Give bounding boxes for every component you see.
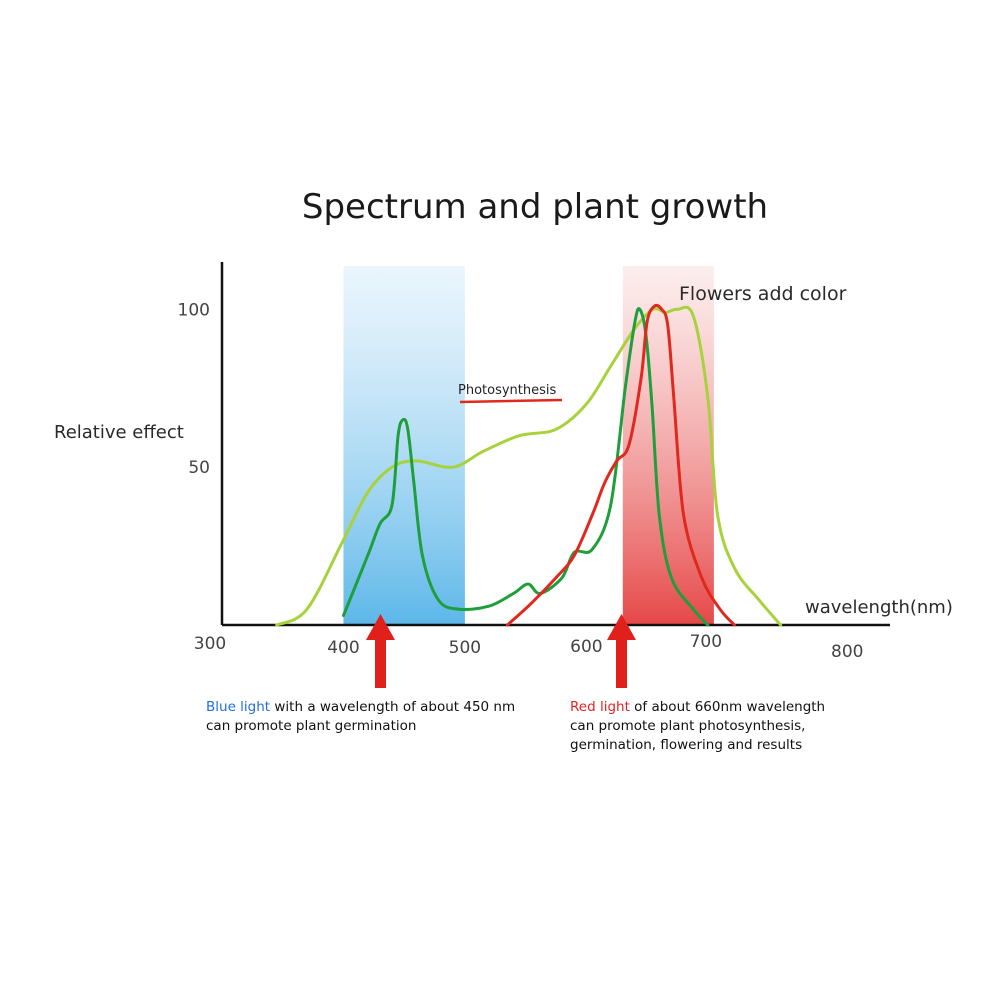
- blue-arrow: [366, 614, 395, 688]
- blue-caption-rest: with a wavelength of about 450 nm: [270, 699, 516, 715]
- y-tick-100: 100: [178, 300, 210, 320]
- red-arrow: [607, 614, 636, 688]
- photosynthesis-annotation: Photosynthesis: [458, 383, 557, 398]
- red-caption-line2: can promote plant photosynthesis,: [570, 718, 806, 734]
- highlight-bands: [343, 266, 714, 625]
- annotations: Flowers add color Photosynthesis: [458, 283, 847, 404]
- x-tick-600: 600: [570, 637, 602, 657]
- red-series-line: [505, 303, 736, 627]
- x-tick-500: 500: [449, 638, 481, 658]
- x-tick-300: 300: [194, 634, 226, 654]
- x-tick-800: 800: [831, 642, 863, 662]
- red-light-highlight: Red light: [570, 699, 630, 715]
- tick-labels: 300 400 500 600 700 800 50 100: [178, 300, 864, 662]
- blue-light-caption: Blue light with a wavelength of about 45…: [206, 698, 515, 736]
- blue-caption-line2: can promote plant germination: [206, 718, 417, 734]
- yellowgreen-series-line: [275, 305, 783, 627]
- x-tick-700: 700: [690, 632, 722, 652]
- x-axis-label: wavelength(nm): [805, 597, 953, 618]
- chart-title: Spectrum and plant growth: [302, 187, 768, 227]
- photosynthesis-legend-line: [459, 398, 563, 404]
- x-tick-400: 400: [327, 638, 359, 658]
- flowers-annotation: Flowers add color: [679, 283, 847, 305]
- axes: [220, 262, 890, 627]
- y-axis-label: Relative effect: [54, 422, 184, 443]
- y-tick-50: 50: [188, 458, 210, 478]
- red-caption-line3: germination, flowering and results: [570, 737, 803, 753]
- blue-light-highlight: Blue light: [206, 699, 271, 715]
- green-series-line: [342, 307, 710, 627]
- red-caption-rest: of about 660nm wavelength: [629, 699, 826, 715]
- red-light-caption: Red light of about 660nm wavelength can …: [570, 698, 825, 755]
- series-lines: [275, 303, 783, 627]
